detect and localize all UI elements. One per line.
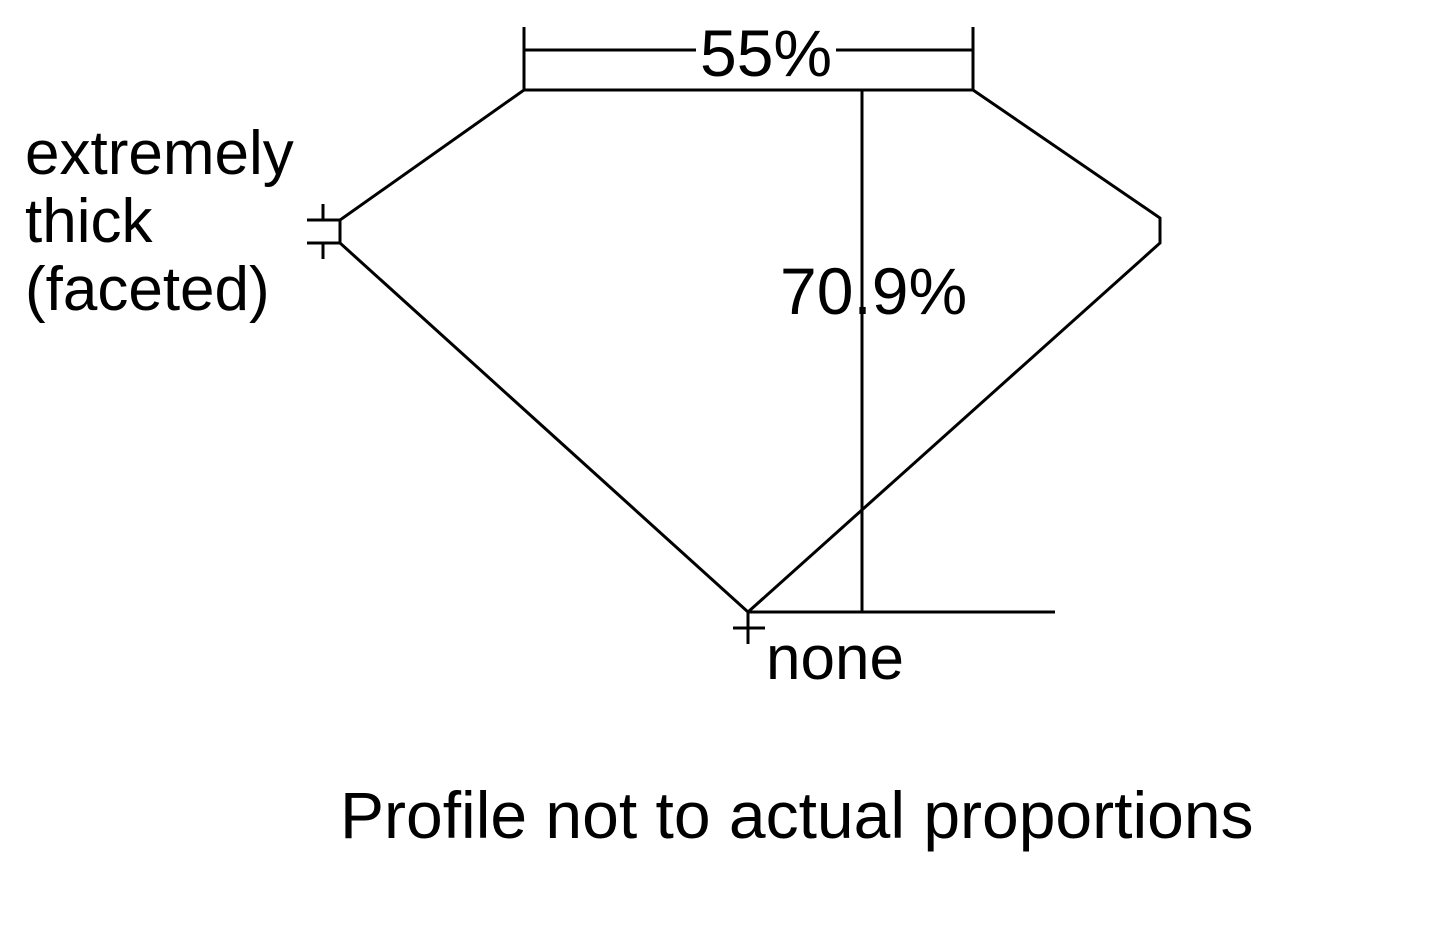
gem-outline bbox=[338, 88, 1162, 615]
depth-percent-label: 70.9% bbox=[780, 254, 968, 328]
table-percent-label: 55% bbox=[696, 20, 837, 86]
culet-label: none bbox=[766, 624, 904, 693]
girdle-label: extremely thick (faceted) bbox=[25, 119, 294, 324]
proportions-note: Profile not to actual proportions bbox=[340, 778, 1254, 852]
